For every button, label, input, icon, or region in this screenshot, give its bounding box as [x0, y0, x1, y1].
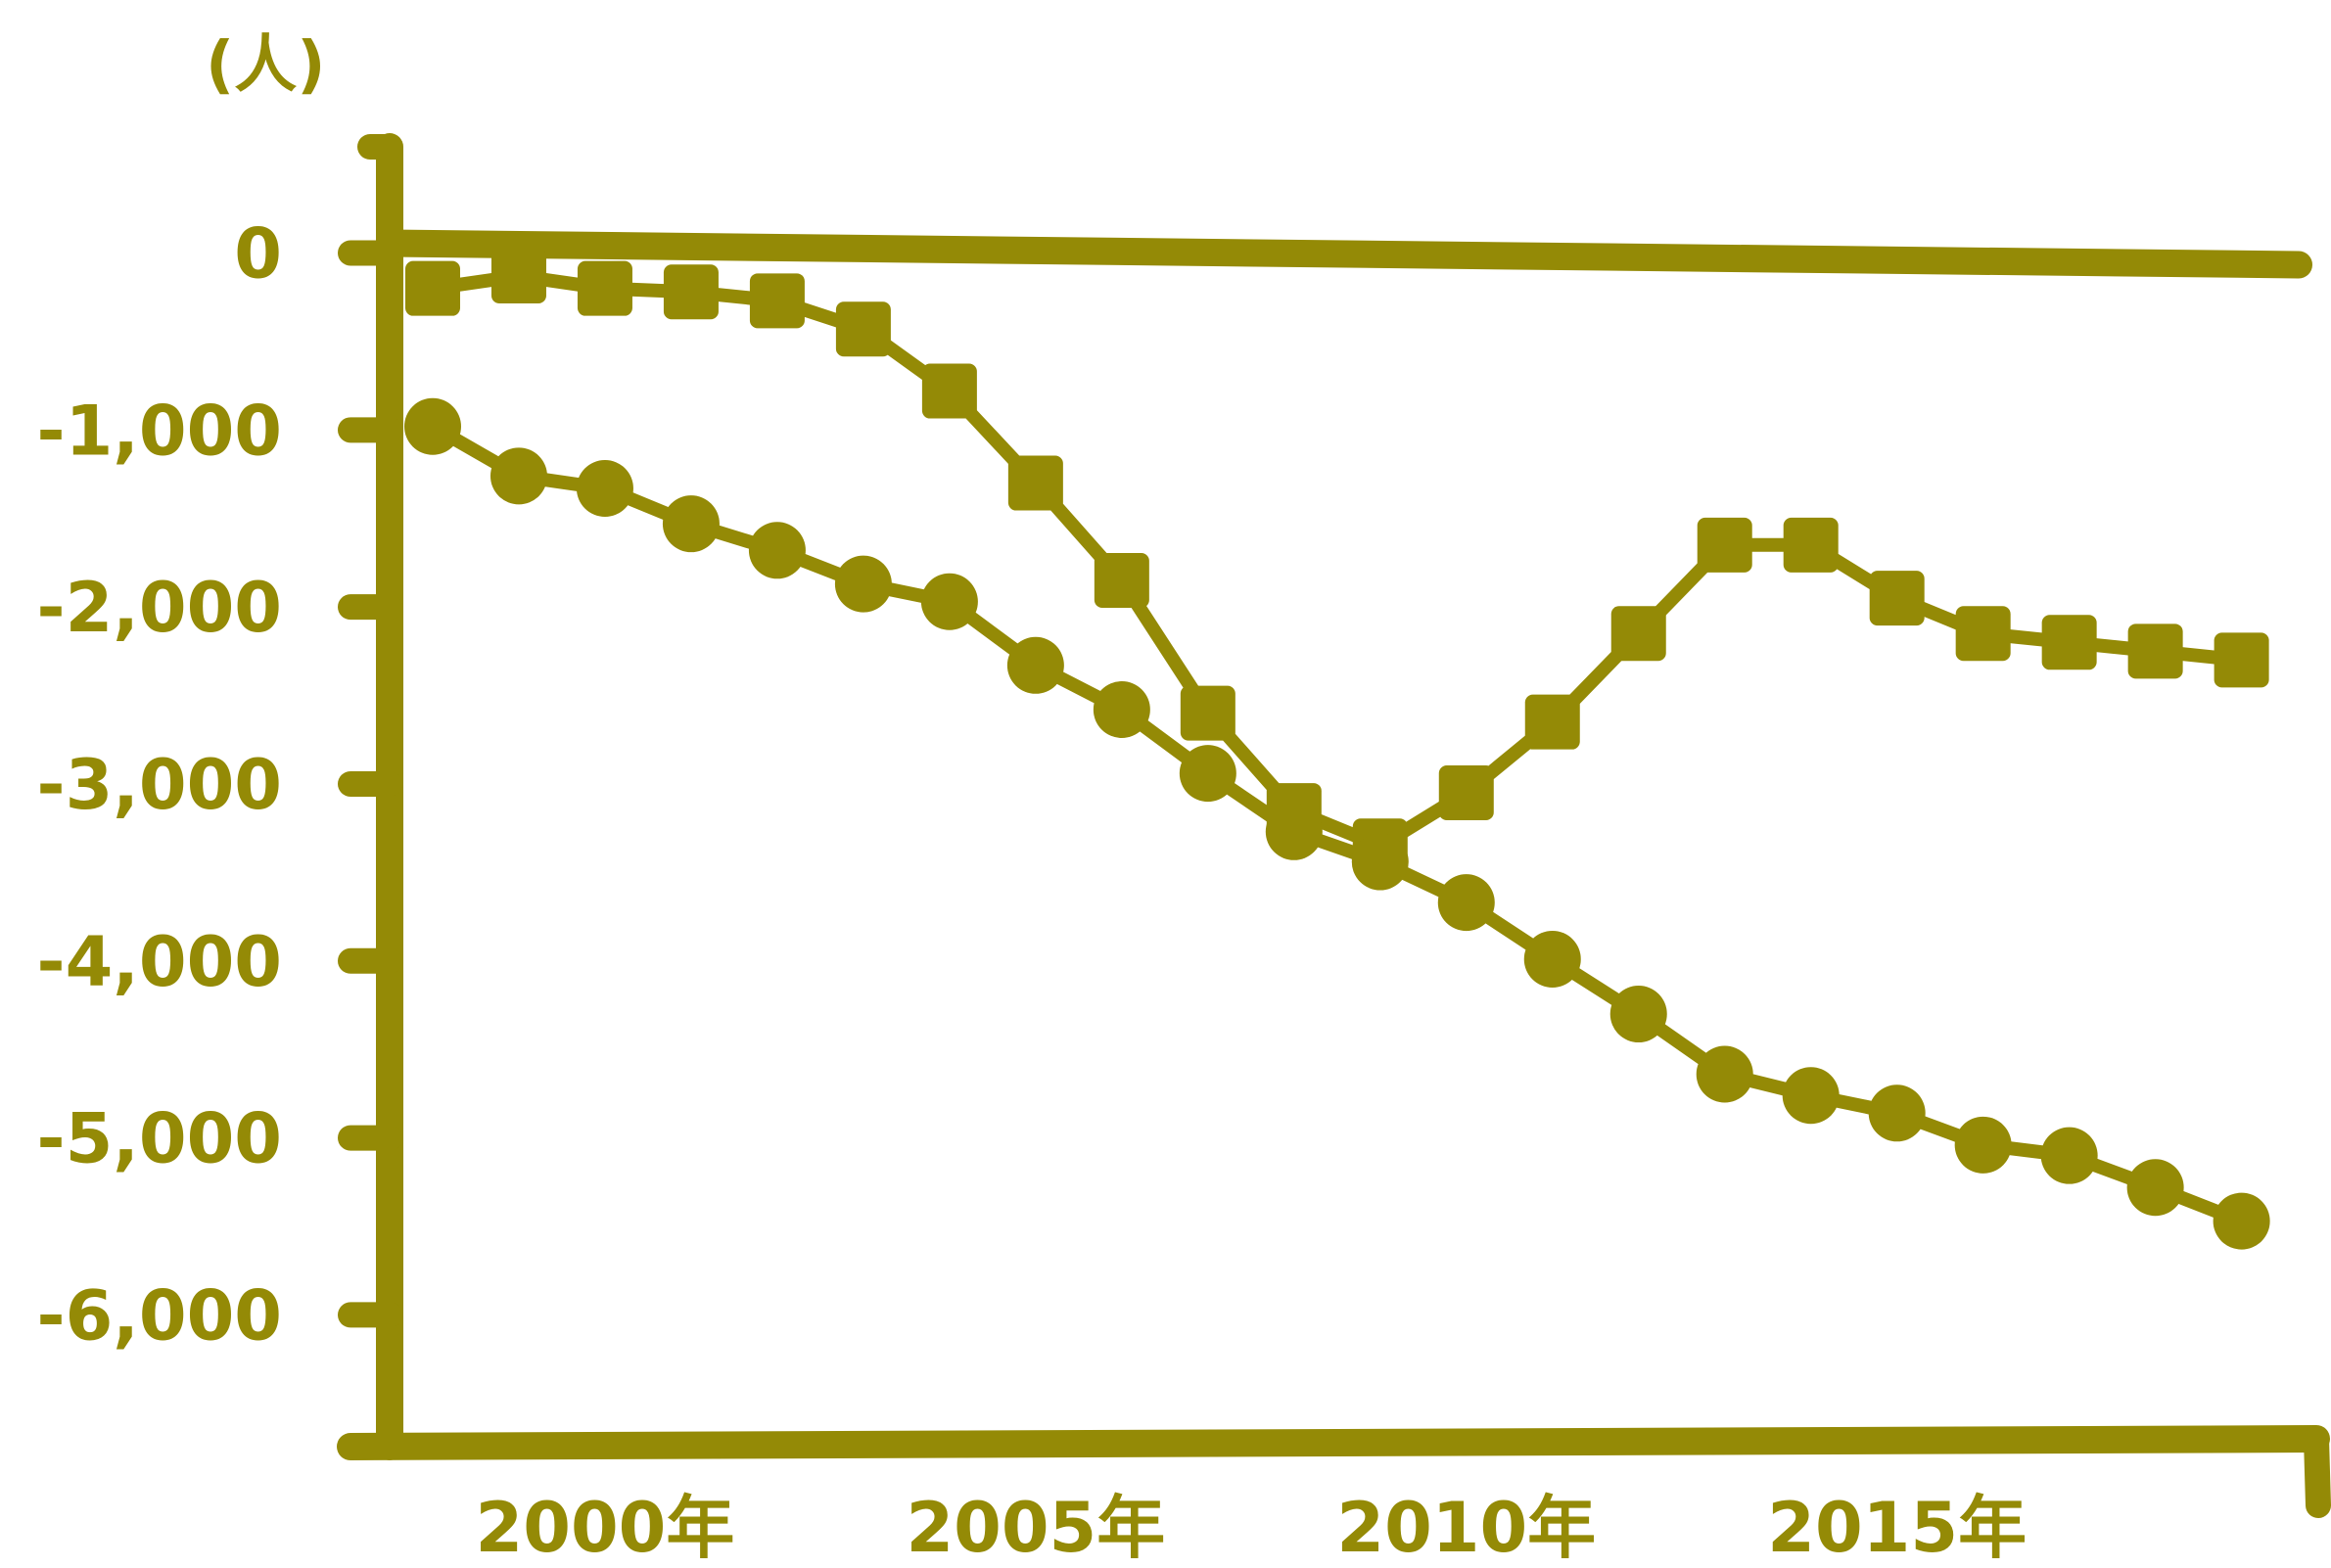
circle-marker [1006, 636, 1064, 694]
square-marker [577, 260, 632, 316]
y-tick-label: -6,000 [37, 1275, 282, 1356]
y-tick-label: -4,000 [37, 922, 282, 1002]
circle-marker [1696, 1045, 1753, 1103]
y-tick-label: 0 [234, 213, 282, 294]
circle-marker [1868, 1084, 1926, 1142]
x-axis-line [337, 1425, 2330, 1460]
circle-marker [920, 573, 978, 630]
circle-marker [1351, 833, 1409, 891]
series-circle-line [426, 419, 2249, 1228]
axes [337, 133, 2331, 1518]
circle-marker [1523, 930, 1581, 988]
circle-marker [2126, 1159, 2184, 1217]
square-marker [490, 249, 546, 303]
circle-marker [403, 397, 461, 455]
series-square-line [426, 269, 2249, 853]
square-marker [1438, 765, 1494, 820]
square-marker [749, 273, 805, 329]
square-marker [1783, 517, 1839, 573]
square-marker [663, 264, 719, 320]
circle-marker [576, 459, 633, 517]
y-tick-label: -5,000 [37, 1099, 282, 1179]
circle-marker [1782, 1067, 1840, 1125]
square-marker [1697, 517, 1752, 573]
x-axis-end-hook [2304, 1426, 2331, 1518]
zero-line [376, 229, 2312, 279]
square-marker [1610, 606, 1666, 662]
square-marker [835, 301, 891, 357]
square-marker [1869, 571, 1925, 626]
circle-marker [1954, 1116, 2012, 1174]
circle-marker [1179, 745, 1236, 803]
x-tick-label: 2010年 [1336, 1488, 1596, 1568]
circle-marker [834, 555, 892, 613]
square-marker [2041, 615, 2097, 670]
circle-marker [662, 495, 720, 553]
x-tick-label: 2005年 [906, 1488, 1165, 1568]
series-lines [426, 269, 2249, 1228]
y-axis-unit-label: (人) [206, 29, 326, 102]
circle-marker [490, 447, 547, 505]
circle-marker [1609, 986, 1667, 1043]
circle-marker [748, 522, 806, 579]
circle-marker [1093, 681, 1150, 739]
square-marker [404, 260, 460, 316]
y-tick-label: -1,000 [37, 391, 282, 471]
square-marker [2214, 632, 2269, 688]
circle-marker [2213, 1192, 2270, 1250]
x-tick-label: 2000年 [476, 1488, 735, 1568]
x-tick-label: 2015年 [1767, 1488, 2027, 1568]
tick-labels: 0 -1,000 -2,000 -3,000 -4,000 -5,000 -6,000 200… [37, 213, 2028, 1568]
circle-marker [2040, 1127, 2098, 1184]
circle-marker [1437, 874, 1495, 932]
square-marker [1007, 455, 1063, 511]
square-marker [2127, 623, 2183, 679]
y-tick-label: -3,000 [37, 745, 282, 825]
y-tick-label: -2,000 [37, 568, 282, 648]
square-marker [921, 363, 977, 419]
series-markers [403, 249, 2270, 1250]
square-marker [1524, 694, 1580, 750]
circle-marker [1265, 803, 1323, 860]
square-marker [1180, 685, 1235, 741]
square-marker [1955, 606, 2011, 662]
square-marker [1094, 553, 1149, 609]
